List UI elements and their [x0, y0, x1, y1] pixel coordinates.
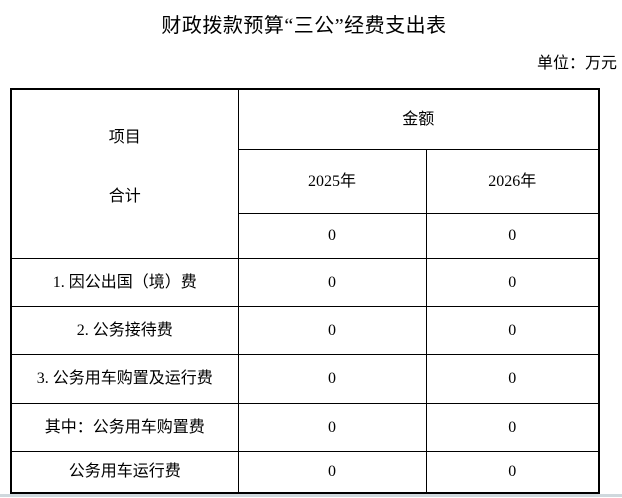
row-value: 0 [425, 305, 600, 355]
row-value: 0 [237, 305, 427, 355]
amount-header-cell: 金额 [237, 88, 600, 150]
row-label: 3. 公务用车购置及运行费 [10, 353, 239, 404]
table-row: 3. 公务用车购置及运行费 0 0 [10, 353, 600, 404]
item-header-label: 项目 [108, 128, 141, 146]
row-value: 0 [237, 402, 427, 452]
year-header-2025: 2025年 [237, 148, 427, 214]
row-value: 0 [425, 212, 600, 259]
table-row: 2. 公务接待费 0 0 [10, 305, 600, 355]
row-label: 公务用车运行费 [10, 450, 239, 494]
total-row-label: 合计 [108, 187, 141, 205]
row-value: 0 [425, 257, 600, 307]
bottom-separator-line [0, 494, 622, 497]
row-value: 0 [237, 353, 427, 404]
table-row: 其中：公务用车购置费 0 0 [10, 402, 600, 452]
table-row: 1. 因公出国（境）费 0 0 [10, 257, 600, 307]
row-value: 0 [237, 212, 427, 259]
page-title: 财政拨款预算“三公”经费支出表 [161, 15, 447, 37]
row-value: 0 [237, 257, 427, 307]
header-row-amount: 项目 合计 金额 [10, 88, 600, 259]
row-value: 0 [425, 353, 600, 404]
year-header-2026: 2026年 [425, 148, 600, 214]
row-label: 1. 因公出国（境）费 [10, 257, 239, 307]
header-row-years: 2025年 2026年 [11, 148, 600, 214]
row-label: 2. 公务接待费 [10, 305, 239, 355]
table-row: 公务用车运行费 0 0 [10, 450, 600, 494]
row-value: 0 [425, 402, 600, 452]
unit-label: 单位：万元 [536, 55, 617, 72]
row-value: 0 [425, 450, 600, 494]
budget-table: 项目 合计 金额 2025年 2026年 0 0 1. 因公出国（境）费 0 0… [10, 88, 601, 494]
item-header-cell: 项目 合计 [10, 88, 239, 259]
row-value: 0 [237, 450, 427, 494]
row-label: 其中：公务用车购置费 [10, 402, 239, 452]
